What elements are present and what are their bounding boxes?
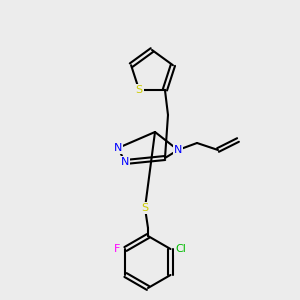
Text: N: N xyxy=(174,145,182,155)
Text: Cl: Cl xyxy=(175,244,186,254)
Text: S: S xyxy=(136,85,142,95)
Text: F: F xyxy=(114,244,121,254)
Text: N: N xyxy=(114,143,122,153)
Text: N: N xyxy=(121,157,129,167)
Text: S: S xyxy=(141,203,148,213)
